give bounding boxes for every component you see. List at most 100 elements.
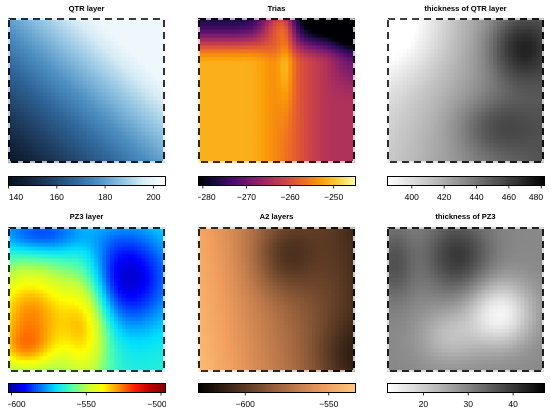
heatmap-cell bbox=[82, 53, 88, 58]
heatmap-cell bbox=[225, 84, 230, 90]
heatmap-cell bbox=[66, 72, 72, 78]
heatmap-cell bbox=[508, 37, 514, 43]
heatmap-cell bbox=[94, 246, 99, 252]
colorbar-segment bbox=[204, 176, 207, 186]
heatmap-cell bbox=[245, 155, 250, 160]
heatmap-cell bbox=[225, 25, 230, 31]
colorbar-segment bbox=[255, 176, 258, 186]
heatmap-cell bbox=[532, 80, 537, 86]
heatmap-cell bbox=[23, 147, 29, 152]
heatmap-cell bbox=[500, 119, 506, 125]
heatmap-cell bbox=[201, 37, 207, 43]
heatmap-cell bbox=[303, 41, 309, 47]
heatmap-cell bbox=[500, 92, 506, 97]
heatmap-cell bbox=[300, 45, 305, 50]
heatmap-cell bbox=[241, 61, 246, 66]
heatmap-cell bbox=[300, 37, 305, 43]
heatmap-cell bbox=[35, 33, 40, 39]
heatmap-cell bbox=[292, 65, 297, 70]
heatmap-cell bbox=[15, 250, 21, 256]
heatmap-cell bbox=[303, 76, 309, 82]
heatmap-cell bbox=[319, 139, 325, 145]
heatmap-cell bbox=[78, 238, 84, 244]
heatmap-cell bbox=[209, 41, 215, 47]
heatmap-cell bbox=[430, 61, 435, 66]
heatmap-cell bbox=[284, 25, 289, 31]
heatmap-cell bbox=[129, 108, 135, 113]
heatmap-cell bbox=[66, 147, 72, 152]
heatmap-cell bbox=[284, 147, 289, 152]
heatmap-cell bbox=[11, 37, 17, 43]
heatmap-cell bbox=[153, 41, 158, 47]
heatmap-cell bbox=[59, 242, 64, 248]
heatmap-cell bbox=[70, 65, 76, 70]
heatmap-cell bbox=[153, 147, 158, 152]
colorbar-segment bbox=[477, 176, 481, 186]
heatmap-cell bbox=[288, 76, 293, 82]
heatmap-cell bbox=[288, 151, 293, 156]
heatmap-cell bbox=[157, 108, 162, 113]
heatmap-cell bbox=[343, 115, 348, 121]
heatmap-cell bbox=[453, 131, 459, 137]
heatmap-cell bbox=[418, 80, 423, 86]
heatmap-cell bbox=[536, 41, 541, 47]
heatmap-cell bbox=[121, 238, 127, 244]
heatmap-cell bbox=[125, 119, 131, 125]
heatmap-cell bbox=[512, 72, 518, 78]
heatmap-cell bbox=[426, 100, 431, 105]
heatmap-cell bbox=[252, 135, 258, 141]
colorbar-segment bbox=[224, 176, 227, 186]
heatmap-cell bbox=[35, 238, 40, 244]
heatmap-cell bbox=[469, 123, 474, 129]
heatmap-cell bbox=[461, 45, 467, 50]
heatmap-cell bbox=[434, 131, 439, 137]
heatmap-cell bbox=[221, 143, 227, 148]
heatmap-cell bbox=[315, 131, 321, 137]
heatmap-cell bbox=[19, 250, 25, 256]
heatmap-cell bbox=[335, 112, 340, 117]
heatmap-cell bbox=[465, 61, 471, 66]
heatmap-cell bbox=[481, 151, 486, 156]
heatmap-cell bbox=[504, 159, 510, 163]
heatmap-cell bbox=[260, 143, 266, 148]
heatmap-cell bbox=[351, 57, 355, 62]
heatmap-cell bbox=[102, 80, 107, 86]
heatmap-cell bbox=[106, 68, 111, 74]
heatmap-cell bbox=[229, 104, 234, 109]
heatmap-cell bbox=[23, 65, 29, 70]
heatmap-cell bbox=[110, 49, 115, 54]
heatmap-cell bbox=[237, 65, 242, 70]
colorbar-segment bbox=[55, 176, 58, 186]
heatmap-cell bbox=[292, 143, 297, 148]
heatmap-cell bbox=[438, 100, 443, 105]
heatmap-cell bbox=[153, 119, 158, 125]
heatmap-cell bbox=[149, 115, 154, 121]
heatmap-cell bbox=[481, 29, 486, 35]
heatmap-cell bbox=[43, 230, 48, 236]
heatmap-cell bbox=[102, 25, 107, 31]
heatmap-cell bbox=[418, 65, 423, 70]
heatmap-cell bbox=[260, 147, 266, 152]
heatmap-cell bbox=[457, 21, 463, 27]
heatmap-cell bbox=[406, 68, 412, 74]
heatmap-cell bbox=[311, 135, 317, 141]
heatmap-cell bbox=[402, 139, 408, 145]
heatmap-cell bbox=[300, 108, 305, 113]
heatmap-cell bbox=[524, 45, 529, 50]
heatmap-cell bbox=[307, 57, 313, 62]
heatmap-cell bbox=[315, 65, 321, 70]
heatmap-cell bbox=[307, 155, 313, 160]
heatmap-cell bbox=[39, 96, 44, 101]
heatmap-cell bbox=[303, 37, 309, 43]
heatmap-cell bbox=[47, 115, 52, 121]
heatmap-cell bbox=[508, 131, 514, 137]
heatmap-cell bbox=[55, 41, 60, 47]
heatmap-cell bbox=[264, 76, 270, 82]
heatmap-cell bbox=[532, 127, 537, 133]
heatmap-cell bbox=[213, 84, 219, 90]
heatmap-cell bbox=[410, 80, 416, 86]
heatmap-cell bbox=[205, 123, 211, 129]
heatmap-cell bbox=[331, 115, 336, 121]
heatmap-cell bbox=[133, 227, 139, 232]
heatmap-cell bbox=[422, 29, 427, 35]
